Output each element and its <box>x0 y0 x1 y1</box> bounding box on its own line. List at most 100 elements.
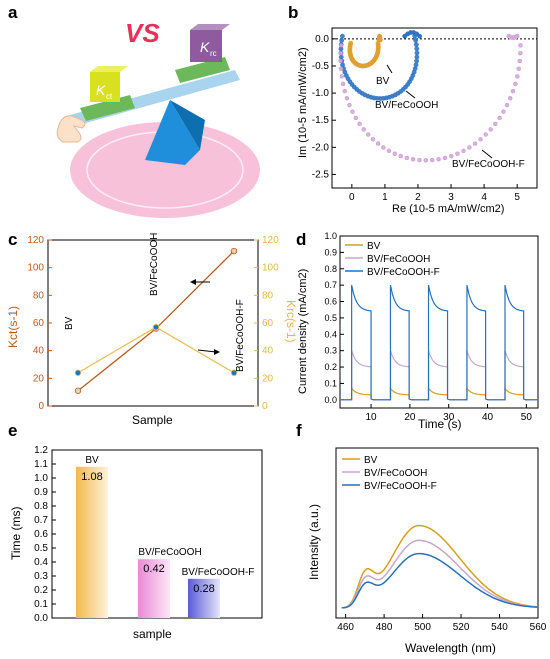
point-b-2-12 <box>361 127 366 132</box>
fulcrum-pyramid <box>145 100 200 165</box>
tail-point-b-0-5 <box>377 37 383 43</box>
panel-f-pl: f 460 480 500 520 540 560 BV BV/FeCoOOH BV/Fe… <box>296 421 547 655</box>
plot-frame-b <box>331 27 538 189</box>
category-label-bv-fecoooh: BV/FeCoOOH <box>149 233 160 296</box>
point-b-1-0 <box>340 33 345 39</box>
hand-icon <box>56 115 86 143</box>
line-d-2 <box>340 285 538 401</box>
point-b-2-22 <box>417 157 422 163</box>
x-tick-label-d-0: 10 <box>365 412 377 423</box>
y-tick-label-right-c-4: 80 <box>262 290 274 301</box>
panel-e-lifetime: e 0.0 0.1 0.2 0.3 0.4 0.5 0.6 0.7 0.8 0.9 1.0 1.1 1.… <box>8 421 263 641</box>
y-axis-label-e: Time (ms) <box>9 506 23 560</box>
series-group-e: 1.08 BV 0.42 BV/FeCoOOH 0.28 BV/FeCoOOH-F <box>76 455 254 618</box>
panel-label-c: c <box>8 230 17 249</box>
y-axis-label-d: Current density (mA/cm2) <box>297 269 309 394</box>
y-tick-label-b-4: -2.0 <box>312 142 330 153</box>
point-c-1-1 <box>152 323 160 331</box>
y-tick-label-d-4: 0.4 <box>324 329 337 339</box>
point-c-1-0 <box>74 369 82 376</box>
point-b-2-9 <box>350 109 355 114</box>
x-tick-label-d-3: 40 <box>482 412 494 423</box>
point-b-2-17 <box>386 148 392 154</box>
point-b-1-1 <box>339 37 345 43</box>
point-c-1-2 <box>230 369 238 376</box>
point-b-2-40 <box>510 88 516 94</box>
legend-label-bv: BV <box>367 241 381 252</box>
point-b-2-2 <box>338 58 343 64</box>
y-tick-label-right-c-0: 0 <box>262 401 268 412</box>
line-d-0 <box>340 386 538 401</box>
point-b-2-44 <box>517 58 522 64</box>
point-b-2-46 <box>518 43 523 48</box>
point-b-2-36 <box>497 115 502 121</box>
base-disc <box>70 122 260 218</box>
legend-d: BV BV/FeCoOOH BV/FeCoOOH-F <box>345 241 440 278</box>
y-tick-label-e-8: 0.8 <box>34 501 48 512</box>
plot-frame-f <box>335 447 539 619</box>
y-tick-label-d-1: 0.1 <box>324 378 337 388</box>
panel-label-b: b <box>288 3 298 22</box>
x-axis-label-f: Wavelength (nm) <box>405 641 496 655</box>
category-label-e-2: BV/FeCoOOH-F <box>182 567 255 578</box>
kct-cube <box>90 72 120 102</box>
x-tick-label-f-5: 560 <box>530 622 547 633</box>
y-tick-label-d-5: 0.5 <box>324 313 337 323</box>
value-label-e-2: 0.28 <box>193 583 214 595</box>
right-tray <box>175 57 230 83</box>
krc-cube <box>190 30 222 62</box>
point-b-2-3 <box>338 66 344 71</box>
y-tick-label-d-9: 0.9 <box>324 247 337 257</box>
x-axis-label-d: Time (s) <box>418 417 462 431</box>
point-b-2-42 <box>515 74 520 79</box>
x-tick-label-f-0: 460 <box>337 622 354 633</box>
x-tick-label-f-3: 520 <box>453 622 470 633</box>
plot-frame-d <box>339 235 539 409</box>
y-tick-label-left-c-4: 80 <box>33 290 45 301</box>
panel-label-d: d <box>296 230 306 249</box>
point-b-2-6 <box>342 88 347 94</box>
y-tick-label-b-0: 0.0 <box>315 34 329 45</box>
y-tick-label-e-1: 0.1 <box>34 599 48 610</box>
point-b-1-41 <box>414 54 420 60</box>
x-tick-label-b-0: 0 <box>349 192 355 203</box>
point-b-2-19 <box>398 153 403 159</box>
point-b-2-1 <box>338 51 343 56</box>
panel-b-nyquist: b 0 1 2 3 4 5 0.0 -0.5 -1.0 -1.5 -2.0 -2.5 BV BV/Fe… <box>288 3 538 215</box>
legend-label-bv-fecoooh-f2: BV/FeCoOOH <box>364 468 427 479</box>
arrow-bv-fecoooh <box>405 90 416 99</box>
point-b-2-29 <box>461 148 466 154</box>
axis-ticks-c: 0 0 20 20 40 40 60 60 80 80 100 100 120 120 <box>27 235 279 412</box>
point-b-1-3 <box>338 46 344 52</box>
annotation-bv: BV <box>376 76 390 87</box>
category-label-e-1: BV/FeCoOOH <box>138 547 201 558</box>
panel-a-illustration: a K ct K rc VS <box>8 3 260 218</box>
legend-f: BV BV/FeCoOOH BV/FeCoOOH-F <box>342 455 437 492</box>
legend-label-bv-fecoooh-f3: BV/FeCoOOH-F <box>364 481 437 492</box>
arrow-bv-fecoooh-f <box>481 149 493 159</box>
point-b-2-8 <box>347 102 352 108</box>
y-tick-label-e-9: 0.9 <box>34 487 48 498</box>
point-b-2-41 <box>513 81 518 87</box>
series-group-d <box>340 285 538 401</box>
point-b-2-37 <box>501 109 506 114</box>
panel-c-rate-constants: c 0 0 20 20 40 40 60 60 80 80 100 100 120 120 BV BV/F… <box>6 230 298 427</box>
line-f-1 <box>341 539 539 609</box>
line-f-2 <box>341 552 539 609</box>
y-tick-label-right-c-2: 40 <box>262 346 274 357</box>
point-b-2-0 <box>339 43 344 48</box>
point-b-2-24 <box>430 157 435 163</box>
y-tick-label-left-c-3: 60 <box>33 318 45 329</box>
category-label-bv-fecoooh-f: BV/FeCoOOH-F <box>235 299 246 372</box>
y-tick-label-e-7: 0.7 <box>34 515 48 526</box>
legend-label-bv-f: BV <box>364 455 378 466</box>
series-group-c <box>74 247 238 394</box>
x-axis-label-b: Re (10-5 mA/mW/cm2) <box>392 203 504 215</box>
y-tick-label-b-2: -1.0 <box>312 88 330 99</box>
point-c-0-0 <box>74 387 82 394</box>
point-b-2-14 <box>370 137 376 142</box>
y-tick-label-e-11: 1.1 <box>34 459 48 470</box>
point-b-2-13 <box>366 132 371 137</box>
point-b-1-39 <box>413 62 419 68</box>
line-f-0 <box>341 524 539 609</box>
